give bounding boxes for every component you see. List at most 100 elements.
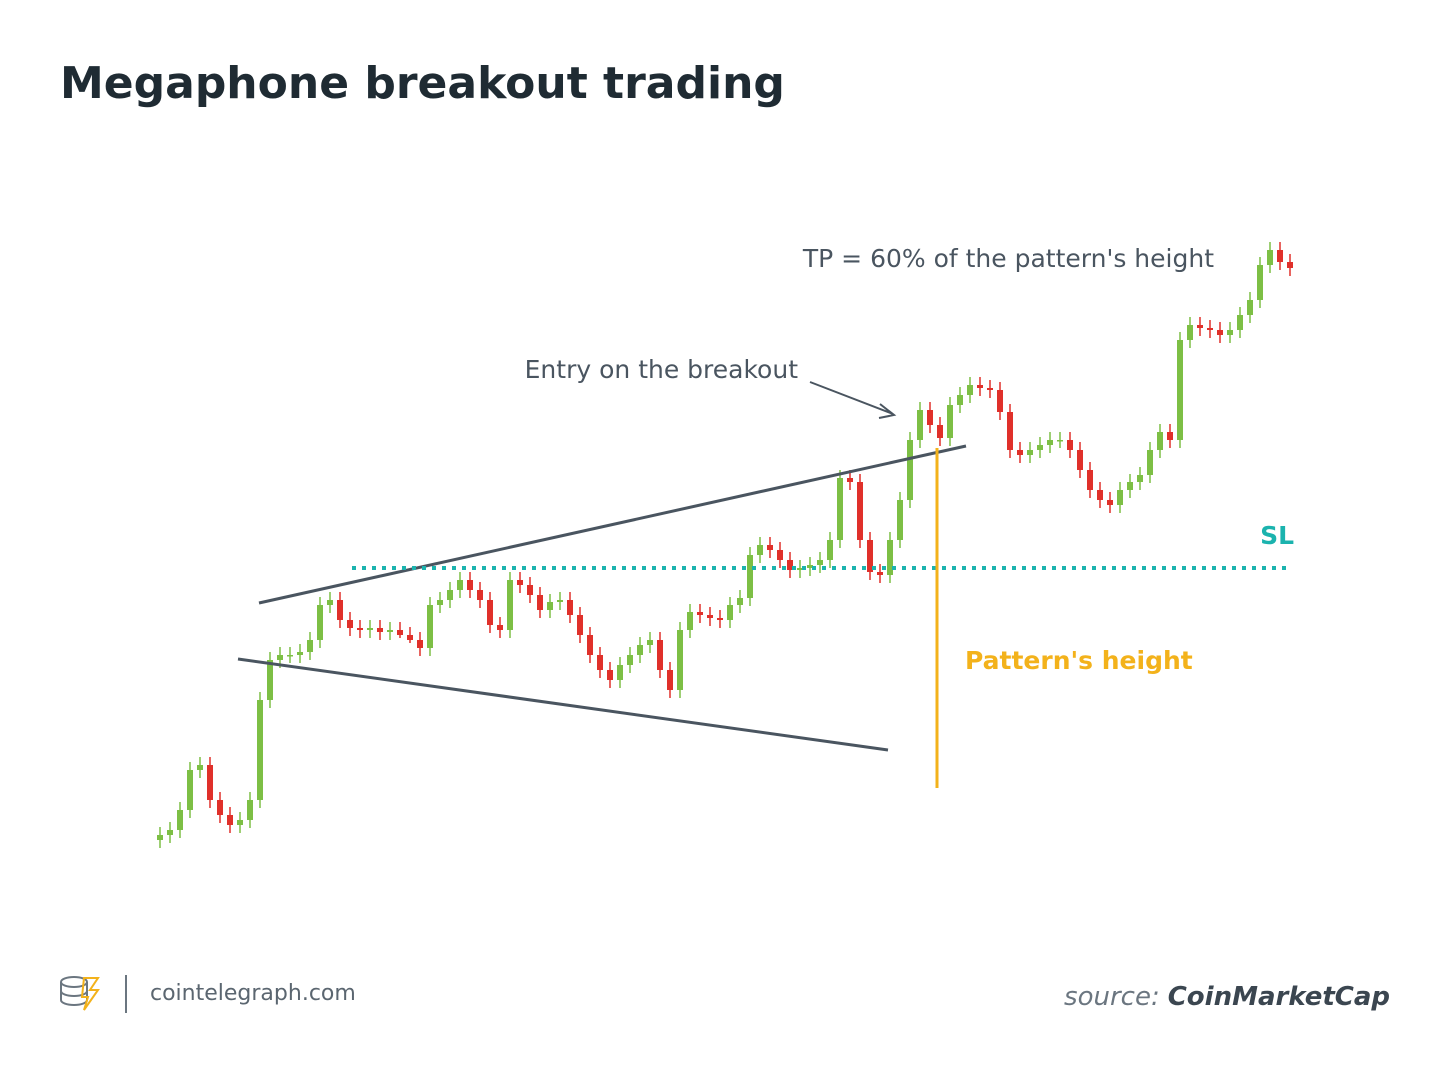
candle-body bbox=[247, 800, 253, 820]
candle-body bbox=[1037, 445, 1043, 450]
candle-body bbox=[187, 770, 193, 810]
candle-body bbox=[717, 618, 723, 620]
candle-body bbox=[177, 810, 183, 830]
candle-body bbox=[1237, 315, 1243, 330]
candle-body bbox=[667, 670, 673, 690]
candle-body bbox=[907, 440, 913, 500]
candle-body bbox=[227, 815, 233, 825]
candle-body bbox=[267, 660, 273, 700]
candle-body bbox=[387, 630, 393, 632]
candle-body bbox=[487, 600, 493, 625]
candle-body bbox=[837, 478, 843, 540]
candle-body bbox=[927, 410, 933, 425]
candle-body bbox=[1287, 262, 1293, 268]
candle-body bbox=[647, 640, 653, 645]
candle-body bbox=[457, 580, 463, 590]
candle-body bbox=[1057, 440, 1063, 442]
candle-body bbox=[1227, 330, 1233, 335]
candle-body bbox=[577, 615, 583, 635]
candle-body bbox=[207, 765, 213, 800]
logo bbox=[60, 976, 100, 1011]
candle-body bbox=[1127, 482, 1133, 490]
candle-body bbox=[637, 645, 643, 655]
candle-body bbox=[167, 830, 173, 835]
candle-body bbox=[827, 540, 833, 560]
candle-body bbox=[497, 625, 503, 630]
candle-body bbox=[727, 605, 733, 620]
candle-body bbox=[977, 385, 983, 388]
candle-body bbox=[377, 628, 383, 632]
candle-body bbox=[1257, 265, 1263, 300]
candle-body bbox=[1197, 325, 1203, 328]
candle-body bbox=[777, 550, 783, 560]
candle-body bbox=[677, 630, 683, 690]
candle-body bbox=[657, 640, 663, 670]
footer-source: source: CoinMarketCap bbox=[1064, 982, 1390, 1012]
candle-body bbox=[1107, 500, 1113, 505]
candle-body bbox=[447, 590, 453, 600]
source-prefix: source: bbox=[1064, 982, 1160, 1012]
candle-body bbox=[327, 600, 333, 605]
candle-body bbox=[237, 820, 243, 825]
candle-body bbox=[587, 635, 593, 655]
sl-annotation: SL bbox=[1260, 521, 1294, 550]
candle-body bbox=[1187, 325, 1193, 340]
candle-body bbox=[1117, 490, 1123, 505]
candle-body bbox=[807, 565, 813, 568]
candle-body bbox=[897, 500, 903, 540]
candles bbox=[157, 242, 1293, 848]
candle-body bbox=[347, 620, 353, 628]
candle-body bbox=[947, 405, 953, 438]
candle-body bbox=[217, 800, 223, 815]
candle-body bbox=[527, 585, 533, 595]
candle-body bbox=[707, 615, 713, 618]
candle-body bbox=[597, 655, 603, 670]
candle-body bbox=[877, 572, 883, 575]
candle-body bbox=[307, 640, 313, 652]
entry-arrow bbox=[809, 381, 897, 419]
candle-body bbox=[257, 700, 263, 800]
candle-body bbox=[397, 630, 403, 635]
candle-body bbox=[367, 628, 373, 630]
candle-body bbox=[1157, 432, 1163, 450]
candle-body bbox=[357, 628, 363, 630]
candle-body bbox=[517, 580, 523, 585]
candle-body bbox=[967, 385, 973, 395]
candle-body bbox=[557, 600, 563, 602]
candle-body bbox=[1137, 475, 1143, 482]
candle-body bbox=[547, 602, 553, 610]
candle-body bbox=[1097, 490, 1103, 500]
candle-body bbox=[197, 765, 203, 770]
footer-site: cointelegraph.com bbox=[150, 981, 356, 1006]
candle-body bbox=[297, 652, 303, 655]
lower-trendline bbox=[237, 657, 889, 752]
candle-body bbox=[1177, 340, 1183, 440]
candle-body bbox=[627, 655, 633, 665]
candle-body bbox=[1067, 440, 1073, 450]
candle-body bbox=[1087, 470, 1093, 490]
candle-body bbox=[617, 665, 623, 680]
candle-body bbox=[847, 478, 853, 482]
candle-body bbox=[567, 600, 573, 615]
height-annotation: Pattern's height bbox=[965, 646, 1193, 675]
candle-body bbox=[477, 590, 483, 600]
upper-trendline bbox=[258, 444, 967, 605]
candle-body bbox=[437, 600, 443, 605]
candle-body bbox=[997, 390, 1003, 412]
candle-body bbox=[1277, 250, 1283, 262]
candle-body bbox=[1007, 412, 1013, 450]
candle-body bbox=[1077, 450, 1083, 470]
candle-body bbox=[607, 670, 613, 680]
candle-body bbox=[687, 612, 693, 630]
candle-body bbox=[317, 605, 323, 640]
chart-title: Megaphone breakout trading bbox=[60, 58, 785, 109]
candle-body bbox=[1147, 450, 1153, 475]
candle-body bbox=[797, 568, 803, 570]
candle-body bbox=[957, 395, 963, 405]
candle-body bbox=[467, 580, 473, 590]
entry-annotation: Entry on the breakout bbox=[525, 355, 799, 384]
candle-body bbox=[277, 655, 283, 660]
candle-body bbox=[937, 425, 943, 438]
candle-body bbox=[737, 598, 743, 605]
